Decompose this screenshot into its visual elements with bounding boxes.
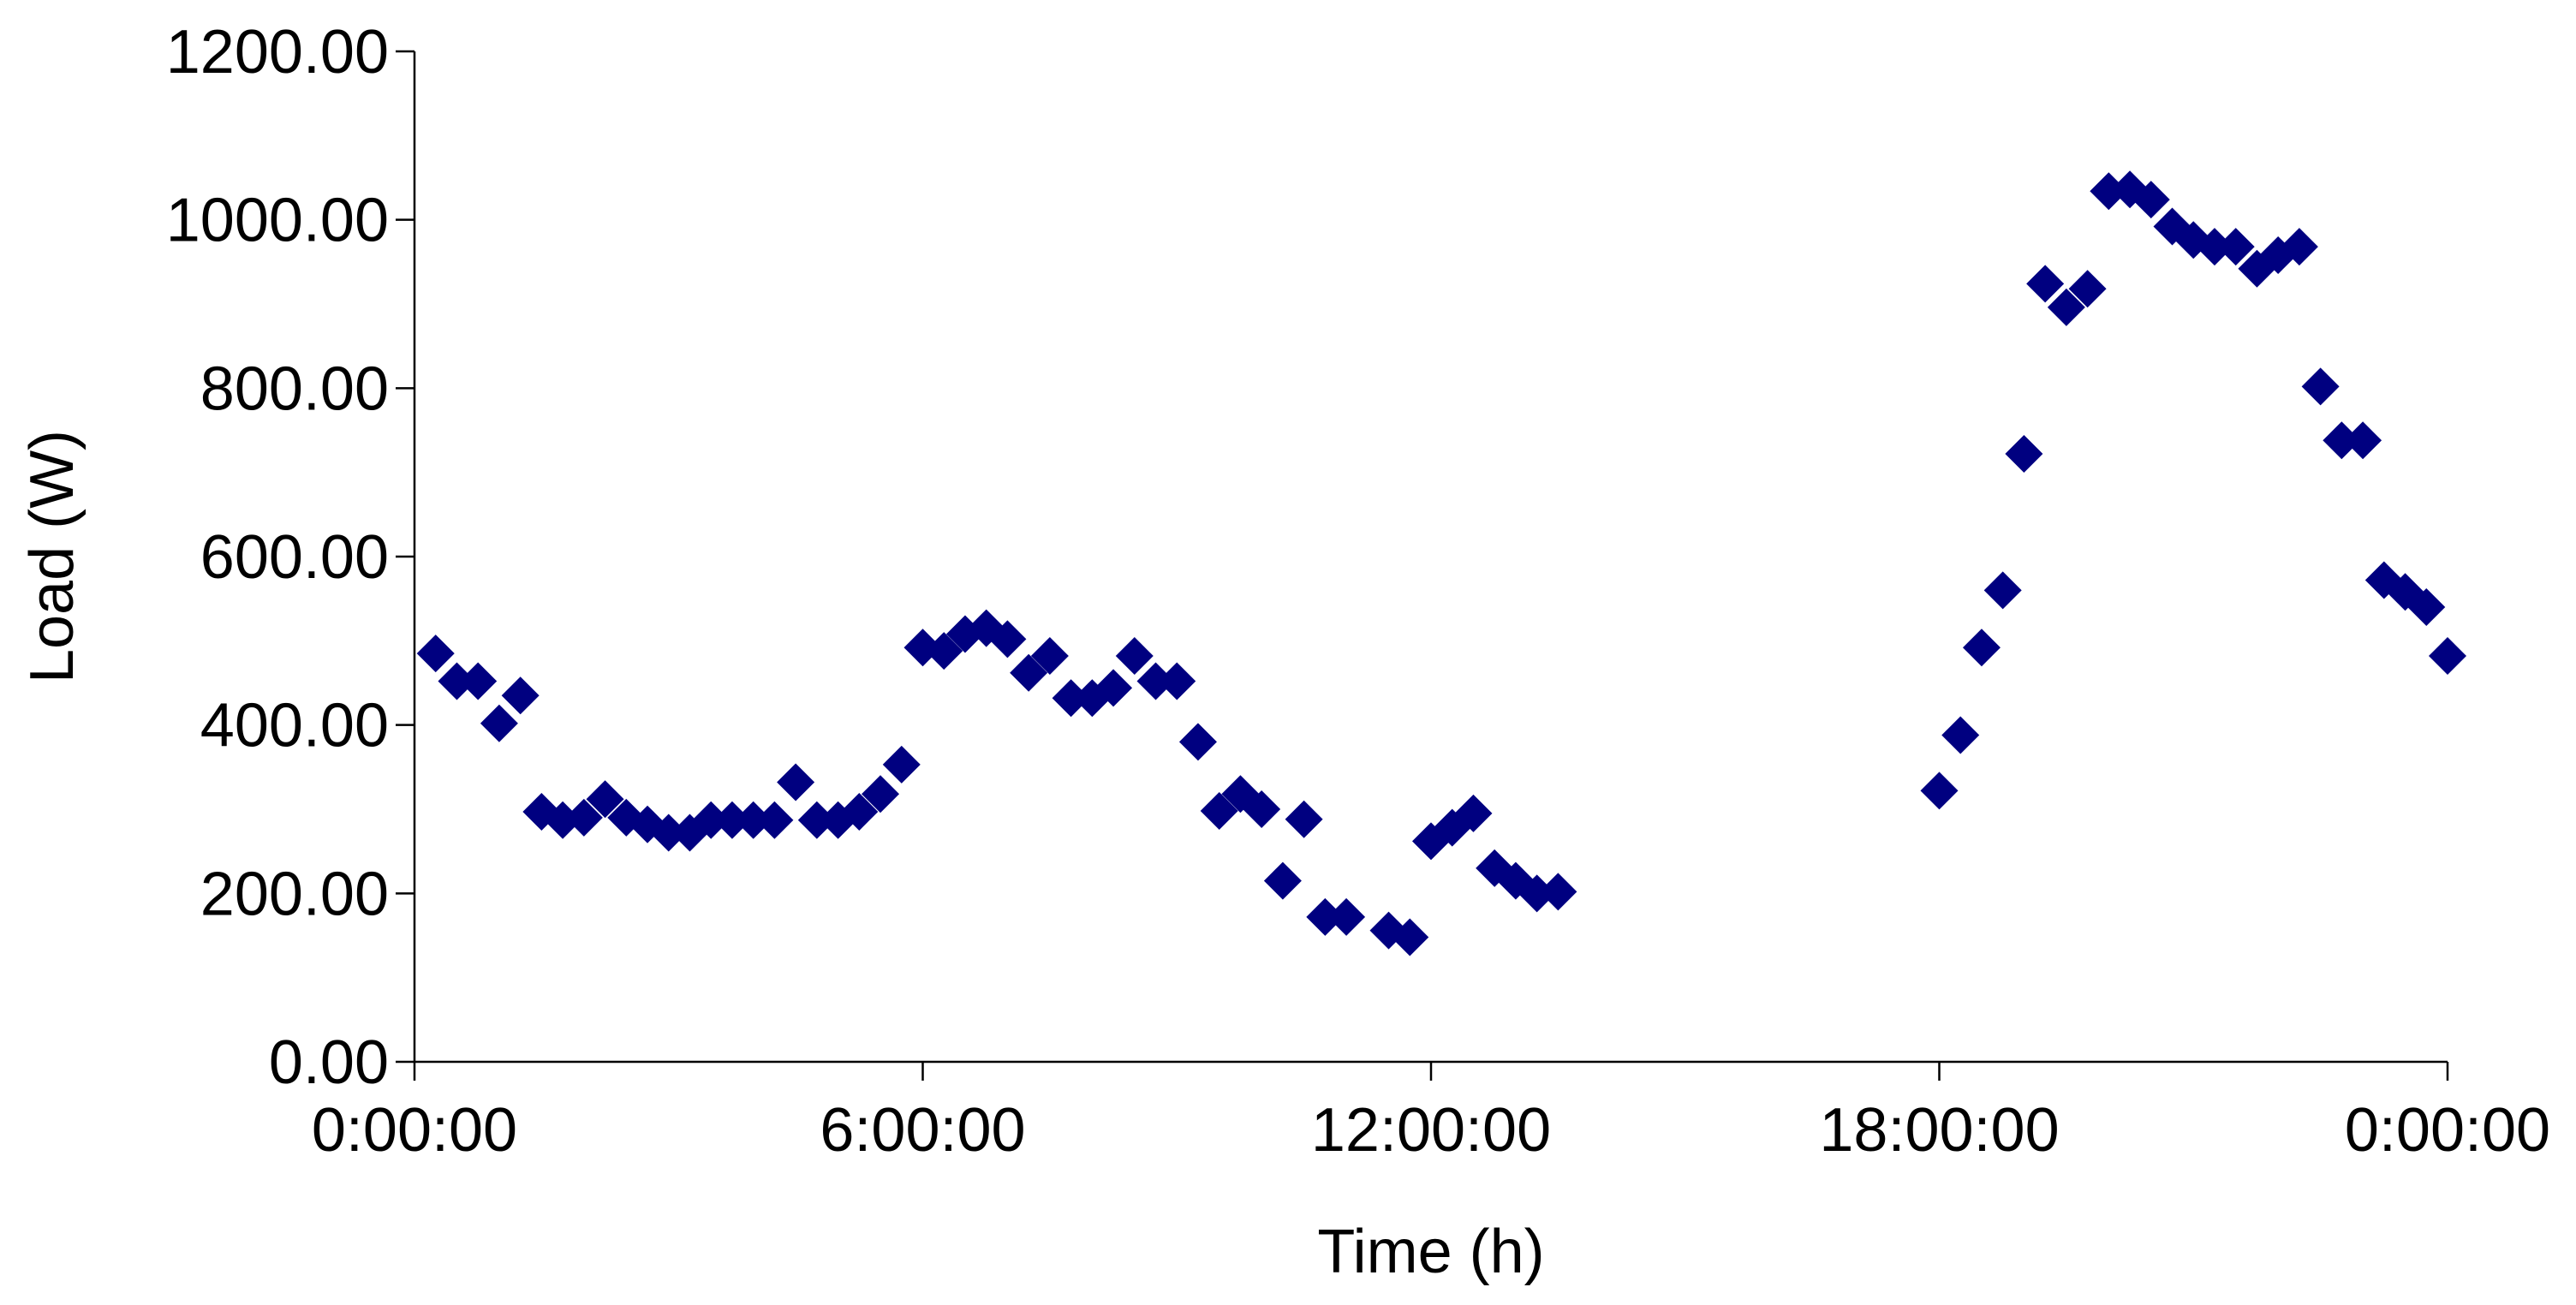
data-point bbox=[1454, 794, 1493, 832]
data-point bbox=[1010, 653, 1048, 692]
data-point bbox=[1476, 849, 1514, 887]
data-point bbox=[1285, 800, 1323, 838]
x-axis-title: Time (h) bbox=[1317, 1218, 1544, 1286]
data-point bbox=[2280, 228, 2318, 266]
data-point bbox=[1327, 897, 1366, 936]
data-point bbox=[1115, 637, 1154, 676]
data-point bbox=[416, 635, 455, 673]
y-tick-label: 200.00 bbox=[200, 860, 389, 928]
data-point bbox=[2344, 421, 2382, 460]
data-point bbox=[2429, 637, 2466, 676]
data-point bbox=[1094, 669, 1133, 707]
x-tick-label: 18:00:00 bbox=[1819, 1096, 2059, 1165]
y-tick-label: 800.00 bbox=[200, 355, 389, 423]
data-point bbox=[2216, 228, 2255, 266]
data-point bbox=[734, 801, 772, 839]
data-point bbox=[1030, 637, 1069, 676]
data-point bbox=[1391, 918, 1429, 956]
y-tick-label: 0.00 bbox=[269, 1028, 389, 1097]
x-axis: 0:00:00 6:00:00 12:00:00 18:00:00 0:00:00 bbox=[312, 1060, 2550, 1165]
data-point bbox=[1243, 790, 1281, 828]
y-axis: 0.00 200.00 400.00 600.00 800.00 1000.00 1200.… bbox=[166, 18, 416, 1097]
data-point bbox=[988, 620, 1027, 658]
y-tick-label: 600.00 bbox=[200, 523, 389, 592]
data-point bbox=[755, 801, 794, 839]
data-point bbox=[1920, 772, 1959, 810]
x-tick-label: 6:00:00 bbox=[820, 1096, 1025, 1165]
data-point bbox=[713, 801, 751, 839]
data-point bbox=[882, 745, 921, 784]
data-point bbox=[1539, 873, 1577, 911]
data-point bbox=[1136, 662, 1175, 700]
y-tick-label: 1000.00 bbox=[166, 187, 389, 255]
data-point bbox=[1962, 629, 2001, 667]
data-point bbox=[777, 763, 815, 801]
y-tick-label: 1200.00 bbox=[166, 18, 389, 86]
data-point bbox=[840, 792, 879, 831]
data-point bbox=[2047, 288, 2085, 326]
data-point bbox=[862, 775, 900, 813]
x-tick-label: 0:00:00 bbox=[312, 1096, 517, 1165]
x-tick-label: 0:00:00 bbox=[2345, 1096, 2550, 1165]
data-point bbox=[2132, 181, 2170, 219]
data-point bbox=[480, 704, 518, 742]
y-tick-label: 400.00 bbox=[200, 692, 389, 760]
data-point bbox=[1200, 791, 1238, 830]
data-point bbox=[459, 662, 498, 700]
data-point bbox=[1983, 571, 2022, 610]
data-point bbox=[1158, 662, 1196, 700]
data-point bbox=[2195, 228, 2233, 266]
data-point bbox=[649, 813, 688, 852]
data-point bbox=[1306, 897, 1345, 936]
data-point bbox=[501, 676, 540, 715]
data-point bbox=[2005, 435, 2043, 474]
data-point bbox=[2090, 172, 2128, 211]
data-point bbox=[438, 662, 476, 700]
y-axis-title: Load (W) bbox=[18, 430, 86, 683]
data-point bbox=[1263, 861, 1302, 900]
data-point bbox=[2323, 421, 2361, 460]
data-point bbox=[2026, 265, 2065, 303]
data-series bbox=[416, 170, 2466, 956]
data-point bbox=[1052, 679, 1090, 718]
data-point bbox=[925, 632, 963, 670]
data-point bbox=[1941, 716, 1980, 754]
data-point bbox=[564, 798, 603, 837]
data-point bbox=[2068, 270, 2107, 308]
x-tick-label: 12:00:00 bbox=[1311, 1096, 1551, 1165]
data-point bbox=[586, 780, 624, 819]
data-point bbox=[1178, 723, 1217, 761]
data-point bbox=[797, 801, 836, 839]
data-point bbox=[2407, 588, 2446, 626]
data-point bbox=[692, 801, 730, 839]
data-point bbox=[2301, 367, 2340, 406]
data-point bbox=[1518, 874, 1556, 913]
